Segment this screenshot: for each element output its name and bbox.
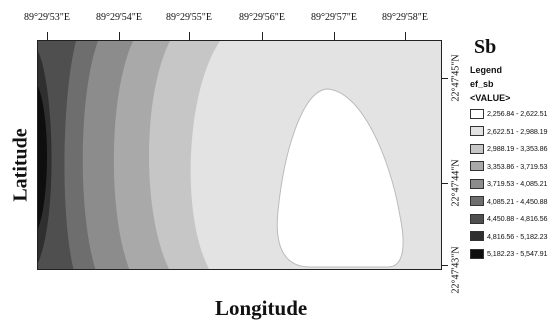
latitude-tick-3: 22°47'43"N	[450, 246, 462, 294]
legend-row: 2,256.84 - 2,622.51	[470, 105, 557, 123]
longitude-tick-1: 89°29'53"E	[24, 12, 70, 23]
longitude-tick-4: 89°29'56"E	[239, 12, 285, 23]
legend-range-label: 5,182.23 - 5,547.91	[487, 249, 548, 259]
legend-row: 3,719.53 - 4,085.21	[470, 175, 557, 193]
legend-swatch	[470, 213, 484, 224]
legend-row: 4,450.88 - 4,816.56	[470, 210, 557, 228]
legend-row: 2,988.19 - 3,353.86	[470, 140, 557, 158]
legend-heading: Legend	[470, 65, 503, 75]
y-axis-label: Latitude	[9, 128, 32, 202]
legend-row: 4,816.56 - 5,182.23	[470, 228, 557, 246]
legend-swatch	[470, 143, 484, 154]
legend-row: 5,182.23 - 5,547.91	[470, 245, 557, 263]
legend-range-label: 3,719.53 - 4,085.21	[487, 179, 548, 189]
longitude-tick-mark	[405, 32, 406, 40]
longitude-tick-5: 89°29'57"E	[311, 12, 357, 23]
longitude-tick-mark	[189, 32, 190, 40]
latitude-tick-2: 22°47'44"N	[450, 159, 462, 207]
legend-swatch	[470, 126, 484, 137]
legend-range-label: 4,085.21 - 4,450.88	[487, 196, 548, 206]
band-class-9	[38, 86, 47, 229]
longitude-tick-6: 89°29'58"E	[382, 12, 428, 23]
legend-range-label: 3,353.86 - 3,719.53	[487, 161, 548, 171]
latitude-tick-mark	[442, 183, 448, 184]
longitude-tick-mark	[334, 32, 335, 40]
contour-bands	[38, 41, 441, 269]
legend-field-name: <VALUE>	[470, 93, 511, 103]
latitude-tick-mark	[442, 265, 448, 266]
contour-map	[37, 40, 442, 270]
legend-swatch	[470, 108, 484, 119]
legend-swatch	[470, 248, 484, 259]
longitude-tick-3: 89°29'55"E	[166, 12, 212, 23]
legend-range-label: 2,256.84 - 2,622.51	[487, 109, 548, 119]
band-class-1	[276, 88, 404, 268]
longitude-tick-mark	[262, 32, 263, 40]
legend-swatch	[470, 231, 484, 242]
longitude-tick-mark	[119, 32, 120, 40]
legend-row: 2,622.51 - 2,988.19	[470, 123, 557, 141]
legend-range-label: 2,622.51 - 2,988.19	[487, 126, 548, 136]
latitude-tick-1: 22°47'45"N	[450, 54, 462, 102]
legend-swatch	[470, 196, 484, 207]
legend-range-label: 4,816.56 - 5,182.23	[487, 231, 548, 241]
legend-row: 3,353.86 - 3,719.53	[470, 158, 557, 176]
legend: Sb Legend ef_sb <VALUE> 2,256.84 - 2,622…	[470, 36, 557, 263]
latitude-tick-mark	[442, 78, 448, 79]
legend-range-label: 4,450.88 - 4,816.56	[487, 214, 548, 224]
longitude-tick-mark	[47, 32, 48, 40]
legend-layer-name: ef_sb	[470, 79, 494, 89]
legend-range-label: 2,988.19 - 3,353.86	[487, 144, 548, 154]
legend-entries: 2,256.84 - 2,622.51 2,622.51 - 2,988.19 2,…	[470, 105, 557, 263]
legend-swatch	[470, 178, 484, 189]
legend-row: 4,085.21 - 4,450.88	[470, 193, 557, 211]
longitude-tick-2: 89°29'54"E	[96, 12, 142, 23]
legend-title: Sb	[474, 36, 497, 58]
legend-swatch	[470, 161, 484, 172]
x-axis-label: Longitude	[215, 296, 308, 320]
